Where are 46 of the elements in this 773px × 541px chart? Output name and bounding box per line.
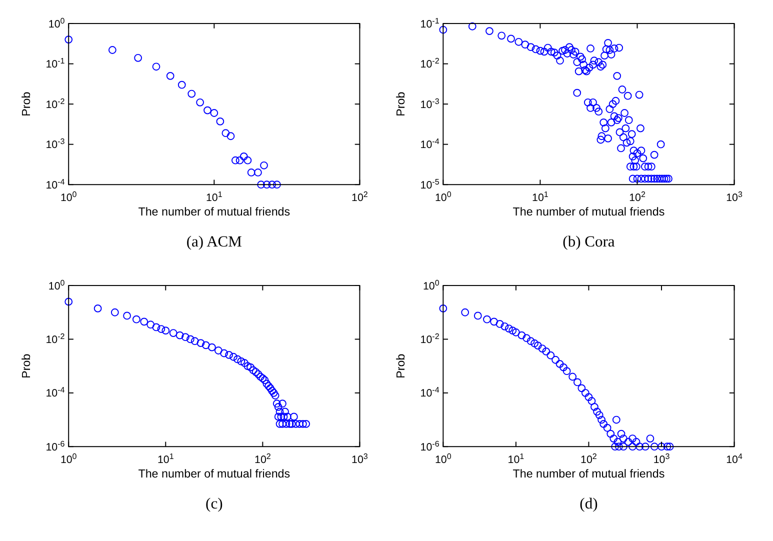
y-axis-title: Prob [394,92,408,116]
y-tick-label: 10$^{-6}$ [420,438,440,454]
x-tick-label: 10$^{2}$ [580,452,598,466]
x-axis-title: The number of mutual friends [512,206,665,219]
x-tick-label: 10$^{0}$ [60,452,78,466]
y-tick-label: 10$^{0}$ [48,16,66,30]
text: (a) ACM [186,234,242,251]
x-tick-label: 10$^{3}$ [653,452,670,466]
x-tick-label: 10$^{0}$ [435,190,452,204]
text: (c) [206,496,223,513]
y-tick-label: 10$^{-4}$ [420,385,440,400]
y-tick-label: 10$^{-1}$ [420,16,440,30]
y-tick-label: 10$^{-3}$ [46,136,66,152]
x-tick-label: 10$^{4}$ [726,452,743,466]
x-tick-label: 10$^{0}$ [435,452,452,466]
y-tick-label: 10$^{-5}$ [420,176,440,192]
y-tick-label: 10$^{-2}$ [46,331,66,346]
x-tick-label: 10$^{1}$ [157,452,174,466]
y-axis-title: Prob [20,354,33,378]
y-axis-title: Prob [20,92,33,116]
x-tick-label: 10$^{1}$ [206,190,223,204]
y-tick-label: 10$^{0}$ [48,278,66,292]
x-tick-label: 10$^{1}$ [508,452,525,466]
y-tick-label: 10$^{-3}$ [420,96,440,111]
y-tick-label: 10$^{-2}$ [420,331,440,346]
x-tick-label: 10$^{2}$ [629,190,646,204]
y-tick-label: 10$^{0}$ [422,278,440,292]
x-axis-title: The number of mutual friends [512,468,665,481]
y-tick-label: 10$^{-4}$ [46,385,66,400]
x-axis-title: The number of mutual friends [138,468,290,481]
y-tick-label: 10$^{-4}$ [420,136,440,152]
x-tick-label: 10$^{3}$ [352,452,368,466]
x-tick-label: 10$^{1}$ [532,190,549,204]
y-axis-title: Prob [394,354,408,378]
y-tick-label: 10$^{-1}$ [46,56,66,71]
y-tick-label: 10$^{-6}$ [46,438,66,454]
x-tick-label: 10$^{2}$ [254,452,272,466]
x-axis-title: The number of mutual friends [138,206,290,219]
y-tick-label: 10$^{-4}$ [46,176,66,192]
text: (d) [580,496,598,513]
x-tick-label: 10$^{2}$ [352,190,368,204]
y-tick-label: 10$^{-2}$ [46,96,66,111]
x-tick-label: 10$^{3}$ [726,190,743,204]
text: (b) Cora [562,234,615,251]
y-tick-label: 10$^{-2}$ [420,56,440,71]
x-tick-label: 10$^{0}$ [60,190,78,204]
